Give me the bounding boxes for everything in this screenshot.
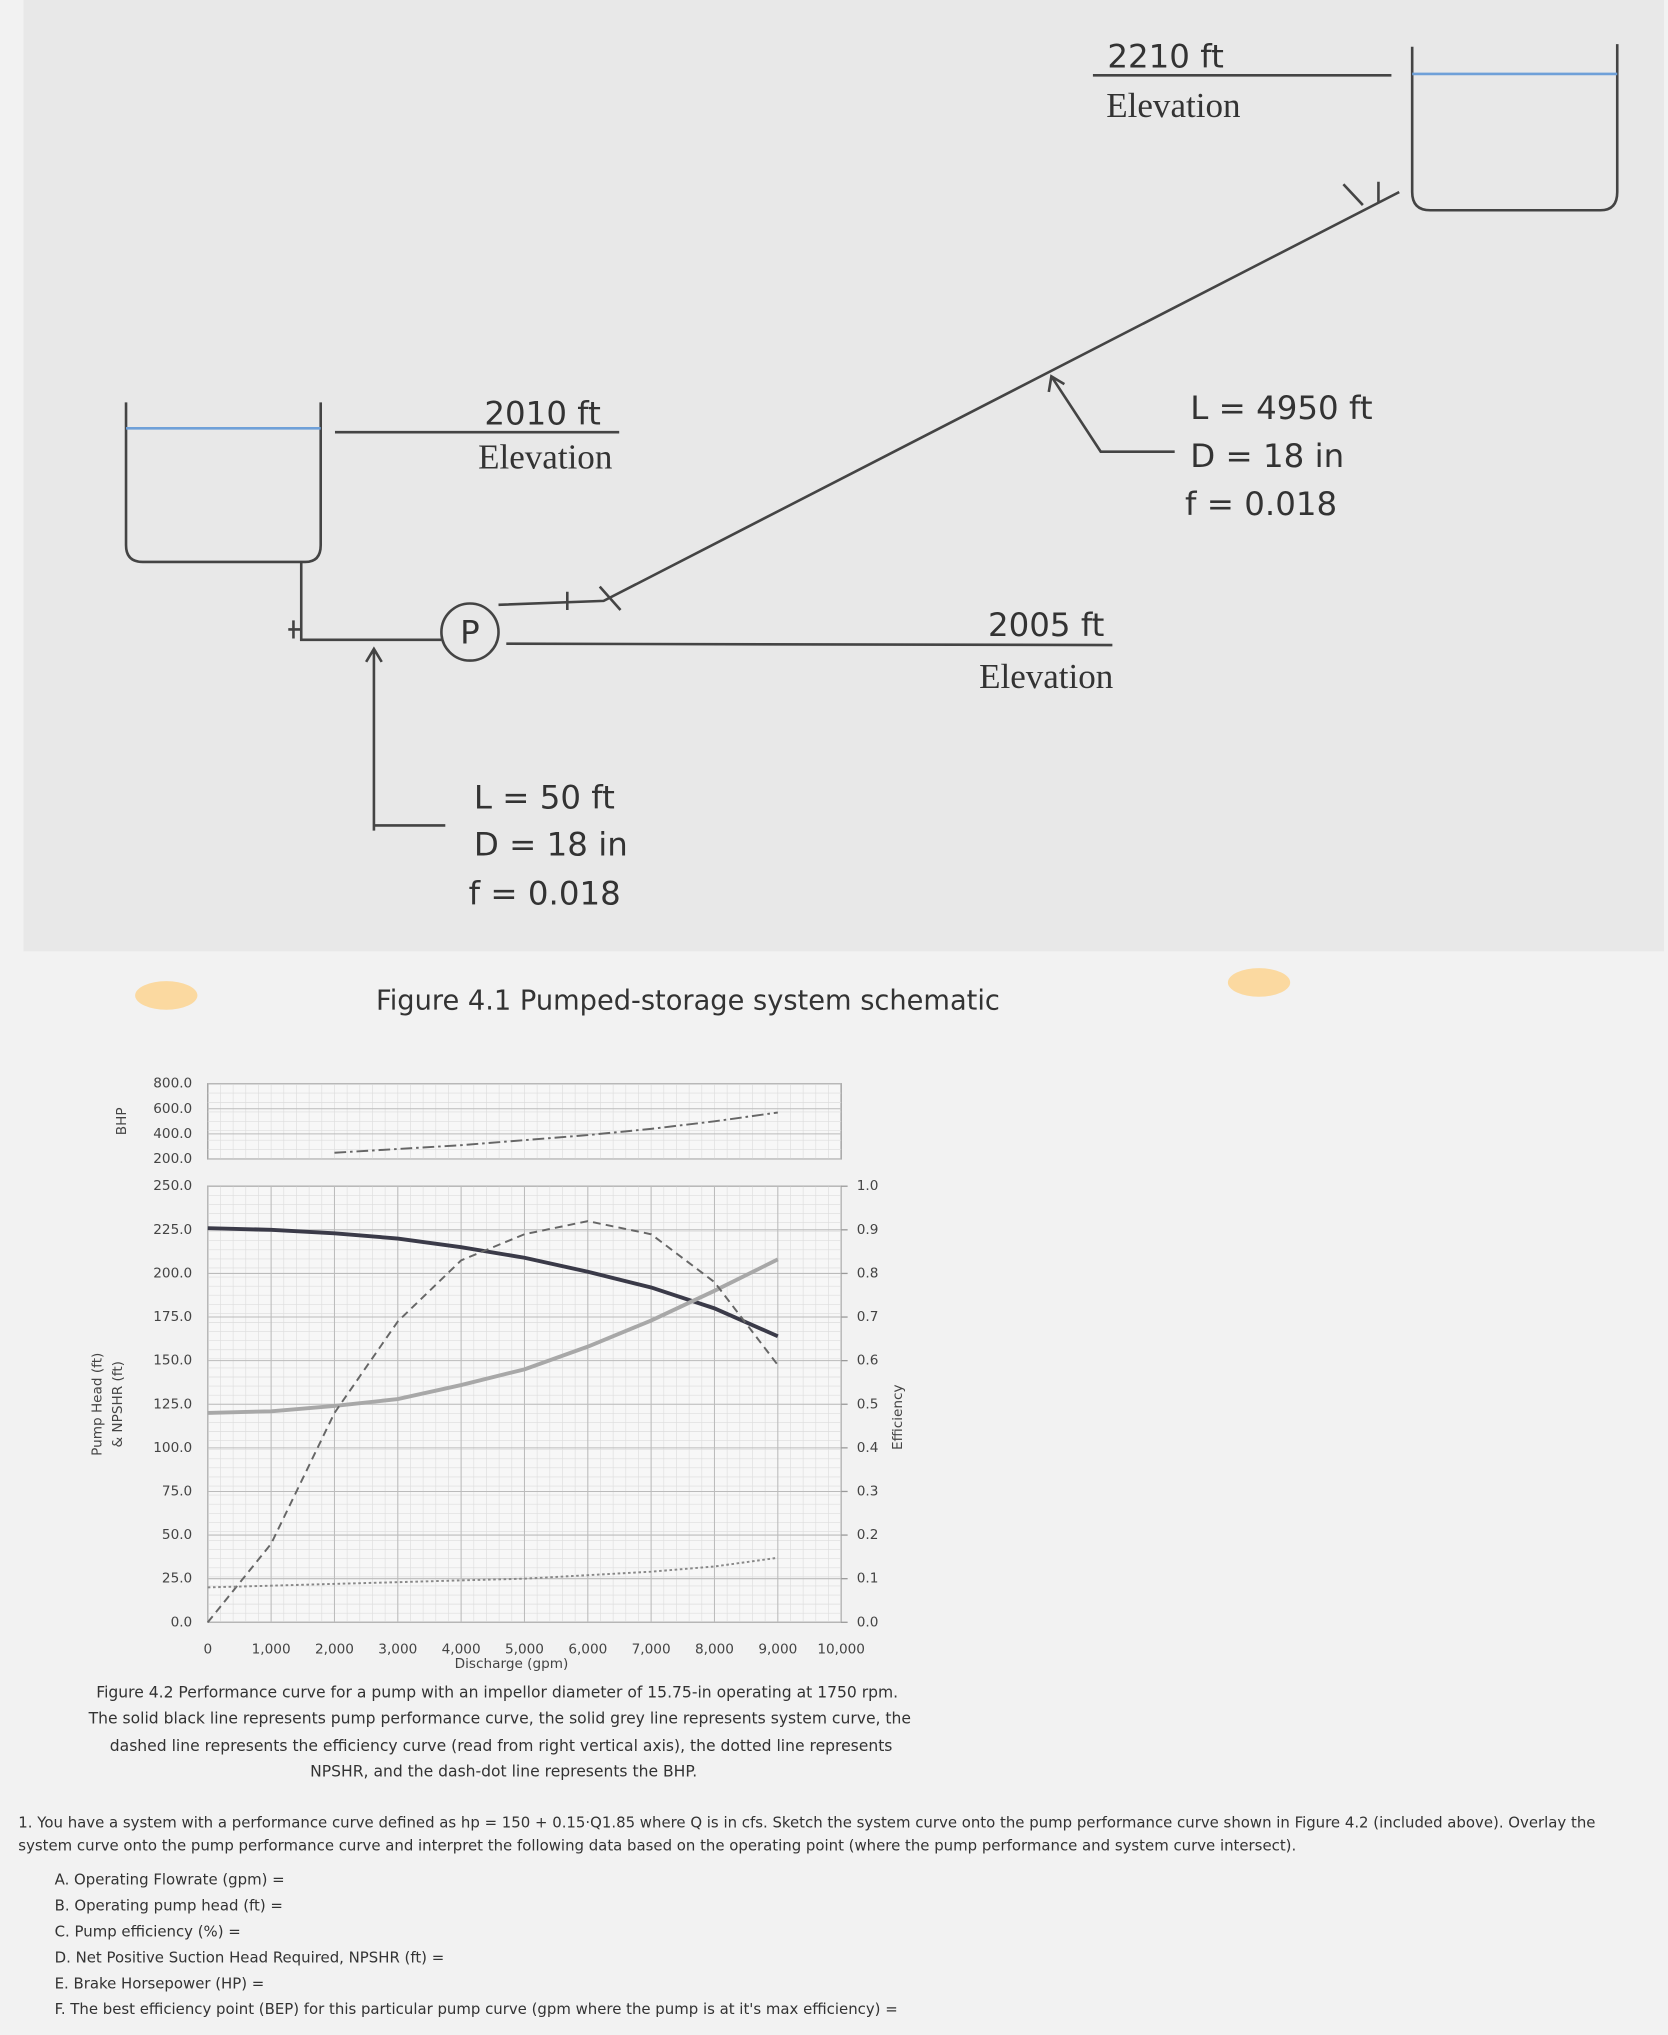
question-item: B. Operating pump head (ft) =	[55, 1896, 283, 1914]
fitting	[565, 181, 1380, 611]
y2-tick-label: 0.2	[857, 1527, 879, 1543]
x-tick-label: 2,000	[315, 1642, 354, 1658]
series-line	[207, 1220, 779, 1623]
x-tick-label: 4,000	[442, 1642, 481, 1658]
question-item: D. Net Positive Suction Head Required, N…	[55, 1948, 445, 1966]
highlight	[1227, 968, 1291, 997]
pipe-spec: f = 0.018	[1185, 485, 1337, 523]
x-tick-label: 6,000	[568, 1642, 607, 1658]
x-axis-label: Discharge (gpm)	[455, 1656, 569, 1672]
y-tick-label: 600.0	[153, 1101, 192, 1117]
x-tick-label: 1,000	[252, 1642, 291, 1658]
pipe-spec: D = 18 in	[474, 825, 628, 863]
elevation: 2210 ft	[1107, 37, 1223, 75]
upper-reservoir	[1410, 44, 1619, 212]
x-tick-label: 9,000	[758, 1642, 797, 1658]
suction-pipe	[299, 561, 442, 642]
schematic-panel	[23, 0, 1664, 952]
series-line	[334, 1111, 778, 1154]
performance-chart: 0 1,000 2,000 3,000 4,000 5,000 6,000 7,000 8,00…	[89, 1076, 906, 1672]
fitting	[288, 620, 302, 639]
y2-tick-label: 0.3	[857, 1483, 879, 1499]
y-tick-label: 0.0	[171, 1614, 193, 1630]
x-tick-label: 7,000	[632, 1642, 671, 1658]
series-line	[207, 1226, 779, 1339]
pump-label: P	[460, 614, 480, 652]
elevation-label: Elevation	[979, 657, 1113, 696]
y-tick-label: 400.0	[153, 1126, 192, 1142]
y2-tick-label: 0.8	[857, 1265, 879, 1281]
y-tick-label: 75.0	[162, 1483, 192, 1499]
question-item: C. Pump efficiency (%) =	[55, 1922, 241, 1940]
y-tick-label: 225.0	[153, 1222, 192, 1238]
leader	[365, 646, 446, 831]
y-tick-label: 200.0	[153, 1151, 192, 1167]
y-axis-label: & NPSHR (ft)	[110, 1361, 126, 1448]
y2-tick-label: 0.5	[857, 1396, 879, 1412]
figure-caption: The solid black line represents pump per…	[88, 1710, 911, 1728]
lower-reservoir	[124, 402, 323, 564]
elevation: 2005 ft	[988, 606, 1104, 644]
y-tick-label: 50.0	[162, 1527, 192, 1543]
highlight	[135, 981, 198, 1010]
series-line	[207, 1556, 778, 1589]
question-item: A. Operating Flowrate (gpm) =	[55, 1870, 285, 1888]
x-tick-label: 3,000	[378, 1642, 417, 1658]
y-axis-label: BHP	[114, 1107, 130, 1135]
schematic	[124, 44, 1619, 831]
question-text: 1. You have a system with a performance …	[18, 1813, 1595, 1831]
x-tick-label: 0	[203, 1642, 212, 1658]
figure-caption: Figure 4.1 Pumped-storage system schemat…	[376, 986, 1000, 1017]
x-tick-label: 5,000	[505, 1642, 544, 1658]
y2-tick-label: 1.0	[857, 1178, 879, 1194]
y2-axis-label: Efficiency	[890, 1384, 906, 1450]
y2-tick-label: 0.6	[857, 1353, 879, 1369]
y-tick-label: 100.0	[153, 1440, 192, 1456]
elevation-label: Elevation	[478, 438, 612, 477]
figure-caption: dashed line represents the efficiency cu…	[110, 1737, 893, 1755]
question-text: system curve onto the pump performance c…	[18, 1837, 1296, 1855]
y2-tick-label: 0.1	[857, 1571, 879, 1587]
y-tick-label: 175.0	[153, 1309, 192, 1325]
elevation: 2010 ft	[484, 394, 600, 432]
x-tick-label: 8,000	[695, 1642, 734, 1658]
question-item: E. Brake Horsepower (HP) =	[55, 1974, 265, 1992]
figure-caption: Figure 4.2 Performance curve for a pump …	[96, 1684, 898, 1702]
leader	[1047, 374, 1175, 453]
y-tick-label: 200.0	[153, 1265, 192, 1281]
pipe-spec: f = 0.018	[469, 875, 621, 913]
pipe-spec: L = 4950 ft	[1190, 389, 1372, 427]
discharge-pipe	[498, 190, 1400, 607]
y-tick-label: 150.0	[153, 1353, 192, 1369]
y-tick-label: 25.0	[162, 1571, 192, 1587]
y2-tick-label: 0.7	[857, 1309, 879, 1325]
y-tick-label: 125.0	[153, 1396, 192, 1412]
pipe-spec: L = 50 ft	[474, 779, 615, 817]
y-axis-label: Pump Head (ft)	[89, 1353, 105, 1456]
question-item: F. The best efficiency point (BEP) for t…	[55, 2000, 898, 2018]
figure-caption: NPSHR, and the dash-dot line represents …	[310, 1763, 697, 1781]
y-tick-label: 800.0	[153, 1076, 192, 1092]
y2-tick-label: 0.9	[857, 1222, 879, 1238]
y2-tick-label: 0.4	[857, 1440, 879, 1456]
pipe-spec: D = 18 in	[1190, 437, 1344, 475]
series-line	[207, 1257, 779, 1415]
pump	[440, 602, 500, 662]
x-tick-label: 10,000	[817, 1642, 865, 1658]
y-tick-label: 250.0	[153, 1178, 192, 1194]
elevation-label: Elevation	[1106, 86, 1240, 125]
elevation-line	[506, 642, 1113, 647]
y2-tick-label: 0.0	[857, 1614, 879, 1630]
